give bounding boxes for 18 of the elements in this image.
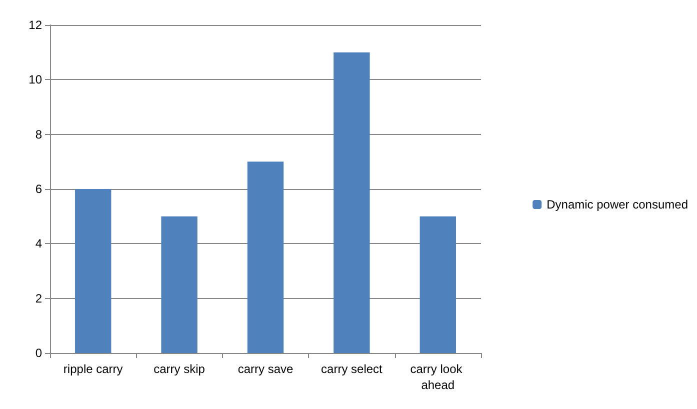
y-tick-label: 6 (35, 182, 42, 196)
y-tick-label: 8 (35, 127, 42, 142)
legend-label: Dynamic power consumed (546, 198, 688, 212)
x-tick-label: carry save (238, 362, 294, 376)
y-tick-label: 2 (35, 291, 42, 306)
bar (75, 189, 112, 353)
y-tick-label: 12 (28, 18, 42, 32)
bar (420, 216, 456, 353)
bar (247, 162, 284, 353)
x-tick-label: carry select (321, 362, 384, 376)
y-tick-label: 4 (35, 236, 42, 251)
x-tick-label: carry skip (154, 362, 206, 376)
x-tick-label: carry look ahead (410, 362, 466, 392)
x-tick-label: ripple carry (63, 362, 123, 376)
y-tick-label: 0 (35, 346, 42, 360)
bar (334, 52, 370, 353)
y-tick-label: 10 (28, 72, 42, 87)
bar (161, 216, 198, 353)
